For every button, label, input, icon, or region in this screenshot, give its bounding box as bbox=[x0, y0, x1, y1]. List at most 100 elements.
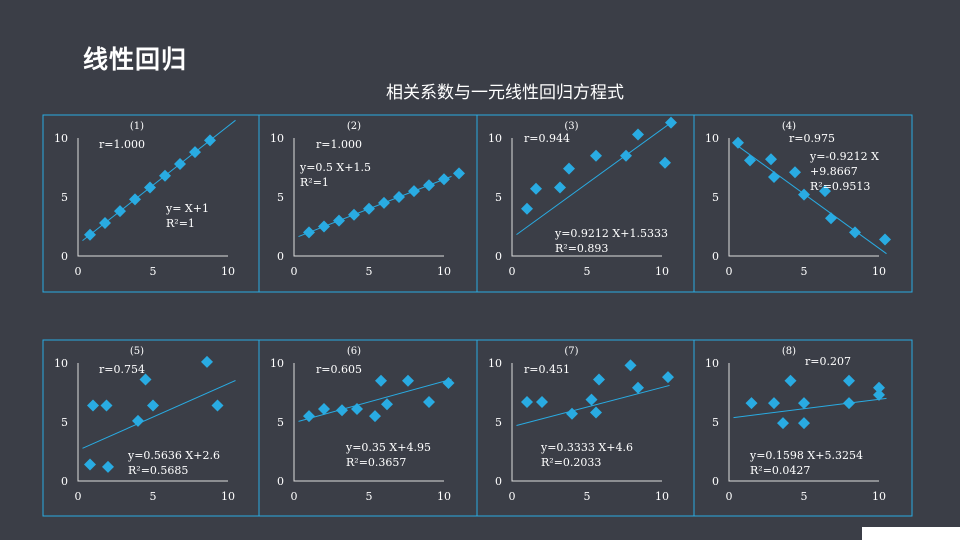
y-tick-label: 10 bbox=[54, 132, 68, 145]
regression-line bbox=[733, 397, 887, 419]
data-point bbox=[536, 395, 548, 408]
data-point bbox=[620, 149, 632, 162]
data-point bbox=[453, 167, 465, 180]
equation-label: R²=0.893 bbox=[555, 242, 608, 255]
axis-lines bbox=[728, 138, 879, 257]
panel-label: (1) bbox=[130, 121, 144, 132]
scatter-panel: 0 5 10 0 5 10 (5) r=0.754 y=0.5636 X+2.6 R²=0.568… bbox=[42, 339, 260, 517]
x-tick-label: 5 bbox=[801, 490, 808, 503]
equation-label: y=0.9212 X+1.5333 bbox=[554, 227, 668, 240]
x-tick-label: 10 bbox=[655, 490, 669, 503]
y-tick-label: 0 bbox=[712, 250, 719, 263]
data-point bbox=[659, 156, 671, 169]
panel-label: (5) bbox=[130, 346, 144, 357]
data-point bbox=[819, 185, 831, 198]
x-tick-label: 0 bbox=[75, 265, 82, 278]
y-tick-label: 0 bbox=[495, 475, 502, 488]
data-point bbox=[632, 128, 644, 141]
data-point bbox=[585, 393, 598, 406]
equation-label: y=0.5636 X+2.6 bbox=[127, 449, 220, 462]
data-point bbox=[665, 116, 677, 129]
correlation-label: r=0.754 bbox=[99, 363, 145, 376]
axis-lines bbox=[511, 363, 662, 482]
x-tick-label: 10 bbox=[221, 265, 235, 278]
data-point bbox=[879, 233, 891, 246]
correlation-label: r=1.000 bbox=[99, 138, 145, 151]
data-point bbox=[843, 374, 855, 387]
panel-label: (6) bbox=[347, 346, 361, 357]
scatter-panel: 0 5 10 0 5 10 (7) r=0.451 y=0.3333 X+4.6 R²=0.203… bbox=[476, 339, 695, 517]
data-point bbox=[147, 399, 159, 412]
x-tick-label: 5 bbox=[150, 265, 157, 278]
scatter-panel: 0 5 10 0 5 10 (8) r=0.207 y=0.1598 X+5.3254 R²=0.… bbox=[693, 339, 913, 517]
y-tick-label: 5 bbox=[712, 416, 719, 429]
panel-label: (2) bbox=[347, 121, 361, 132]
corner-bar bbox=[862, 527, 960, 540]
data-point bbox=[566, 407, 578, 420]
x-tick-label: 5 bbox=[801, 265, 808, 278]
data-point bbox=[393, 191, 405, 203]
data-point bbox=[765, 153, 777, 166]
axis-lines bbox=[77, 363, 228, 482]
data-point bbox=[303, 410, 315, 423]
data-point bbox=[554, 181, 566, 194]
y-tick-label: 5 bbox=[277, 191, 284, 204]
y-tick-label: 0 bbox=[277, 475, 284, 488]
correlation-label: r=1.000 bbox=[316, 138, 362, 151]
y-tick-label: 0 bbox=[712, 475, 719, 488]
regression-line bbox=[516, 384, 670, 427]
data-point bbox=[563, 162, 575, 175]
x-tick-label: 5 bbox=[584, 490, 591, 503]
y-tick-label: 5 bbox=[61, 191, 68, 204]
data-point bbox=[132, 414, 144, 427]
data-point bbox=[732, 136, 744, 149]
scatter-panel: 0 5 10 0 5 10 (4)r=0.975 y=-0.9212 X +9.8667 R²=0… bbox=[693, 114, 913, 293]
y-tick-label: 10 bbox=[270, 357, 284, 370]
y-tick-label: 10 bbox=[54, 357, 68, 370]
data-point bbox=[825, 212, 837, 225]
data-point bbox=[333, 214, 345, 227]
equation-label: R²=1 bbox=[166, 217, 195, 230]
y-tick-label: 5 bbox=[712, 191, 719, 204]
data-point bbox=[87, 399, 99, 412]
x-tick-label: 0 bbox=[726, 490, 733, 503]
x-tick-label: 5 bbox=[150, 490, 157, 503]
data-point bbox=[798, 397, 810, 410]
equation-label: y= X+1 bbox=[165, 202, 209, 215]
data-point bbox=[102, 460, 114, 473]
data-point bbox=[442, 377, 455, 390]
data-point bbox=[590, 149, 602, 162]
y-tick-label: 0 bbox=[277, 250, 284, 263]
data-point bbox=[798, 417, 810, 430]
x-tick-label: 10 bbox=[221, 490, 235, 503]
data-point bbox=[521, 202, 533, 215]
data-point bbox=[84, 458, 96, 471]
y-tick-label: 5 bbox=[61, 416, 68, 429]
data-point bbox=[189, 146, 201, 159]
correlation-label: r=0.944 bbox=[524, 132, 570, 145]
scatter-panel: 0 5 10 0 5 10 (3)r=0.944 y=0.9212 X+1.5333 R²=0.… bbox=[476, 114, 695, 293]
y-tick-label: 10 bbox=[705, 132, 719, 145]
data-point bbox=[768, 170, 780, 183]
data-point bbox=[351, 403, 363, 416]
equation-label: y=0.3333 X+4.6 bbox=[540, 441, 633, 454]
axis-lines bbox=[293, 138, 444, 257]
data-point bbox=[114, 205, 126, 218]
y-tick-label: 5 bbox=[495, 416, 502, 429]
panel-label: (3) bbox=[564, 121, 578, 132]
y-tick-label: 0 bbox=[61, 250, 68, 263]
equation-label: +9.8667 bbox=[810, 165, 858, 178]
equation-label: y=0.1598 X+5.3254 bbox=[749, 449, 863, 462]
data-point bbox=[423, 179, 435, 192]
data-point bbox=[129, 193, 141, 206]
data-point bbox=[873, 381, 885, 394]
correlation-label: r=0.605 bbox=[316, 363, 362, 376]
equation-label: y=0.35 X+4.95 bbox=[345, 441, 431, 454]
y-tick-label: 5 bbox=[495, 191, 502, 204]
axis-lines bbox=[511, 138, 662, 257]
data-point bbox=[204, 134, 216, 147]
data-point bbox=[744, 154, 756, 167]
data-point bbox=[318, 403, 330, 416]
data-point bbox=[408, 185, 420, 198]
